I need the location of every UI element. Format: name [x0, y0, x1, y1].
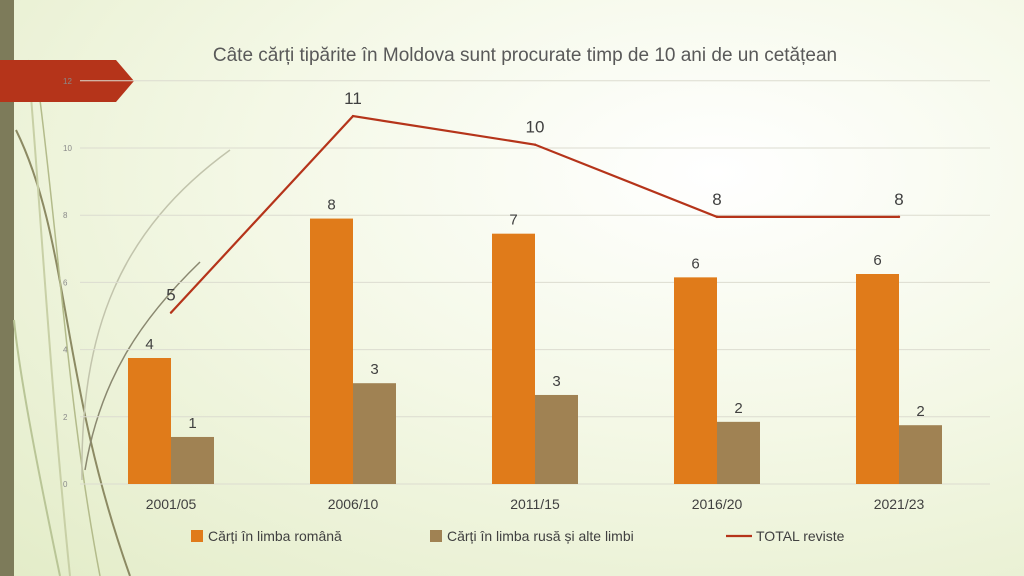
bar-value-label: 8 — [327, 197, 335, 214]
bar — [353, 383, 396, 484]
legend: Cărți în limba română Cărți în limba rusă… — [191, 528, 845, 544]
bar-value-label: 4 — [145, 336, 153, 353]
bar — [310, 218, 353, 484]
gridlines — [80, 80, 990, 485]
category-label: 2021/23 — [874, 496, 925, 512]
bar — [717, 421, 760, 484]
bar-value-label: 2 — [734, 400, 742, 417]
line-value-label: 5 — [166, 286, 175, 305]
legend-entry-label: TOTAL reviste — [756, 528, 845, 544]
category-label: 2016/20 — [692, 496, 743, 512]
bar-value-label: 6 — [691, 255, 699, 272]
category-label: 2001/05 — [146, 496, 197, 512]
bar-value-label: 7 — [509, 212, 517, 229]
bar-value-label: 6 — [873, 252, 881, 269]
line-value-label: 8 — [712, 190, 721, 209]
y-tick-label: 6 — [63, 278, 68, 287]
bar-value-label: 3 — [370, 361, 378, 378]
y-tick-label: 12 — [63, 77, 72, 86]
red-arrow-banner — [0, 60, 134, 102]
legend-entry-label: Cărți în limba rusă și alte limbi — [447, 528, 634, 544]
category-label: 2011/15 — [510, 496, 560, 512]
total-line-point — [169, 311, 173, 314]
y-tick-label: 10 — [63, 144, 72, 153]
total-line — [169, 114, 901, 314]
bars — [128, 218, 942, 484]
legend-swatch — [430, 530, 442, 542]
data-labels: 4 1 8 3 7 3 6 2 6 2 5 11 10 8 8 — [145, 89, 924, 432]
chart-title: Câte cărți tipărite în Moldova sunt proc… — [213, 45, 837, 66]
line-value-label: 8 — [894, 190, 903, 209]
y-tick-label: 0 — [63, 480, 68, 489]
bar — [128, 358, 171, 484]
decorative-curves — [13, 59, 231, 576]
y-tick-label: 2 — [63, 413, 68, 422]
legend-swatch — [191, 530, 203, 542]
bar — [674, 277, 717, 484]
bar — [171, 436, 214, 484]
total-line-point — [533, 143, 537, 146]
line-value-label: 11 — [344, 89, 362, 108]
total-line-point — [897, 215, 901, 219]
y-tick-label: 8 — [63, 211, 68, 220]
bar — [899, 425, 942, 484]
y-axis-ticks: 0 2 4 6 8 10 12 — [63, 77, 72, 489]
legend-entry-label: Cărți în limba română — [208, 528, 342, 544]
total-line-point — [351, 114, 355, 118]
bar-value-label: 3 — [552, 373, 560, 390]
bar — [856, 274, 899, 484]
left-accent-bar — [0, 0, 14, 576]
bar — [535, 394, 578, 484]
category-label: 2006/10 — [328, 496, 379, 512]
bar — [492, 233, 535, 484]
bar-value-label: 1 — [188, 415, 196, 432]
line-value-label: 10 — [526, 118, 545, 137]
bar-value-label: 2 — [916, 403, 924, 420]
x-axis-categories: 2001/05 2006/10 2011/15 2016/20 2021/23 — [146, 496, 925, 512]
total-line-point — [715, 215, 719, 219]
y-tick-label: 4 — [63, 346, 68, 355]
